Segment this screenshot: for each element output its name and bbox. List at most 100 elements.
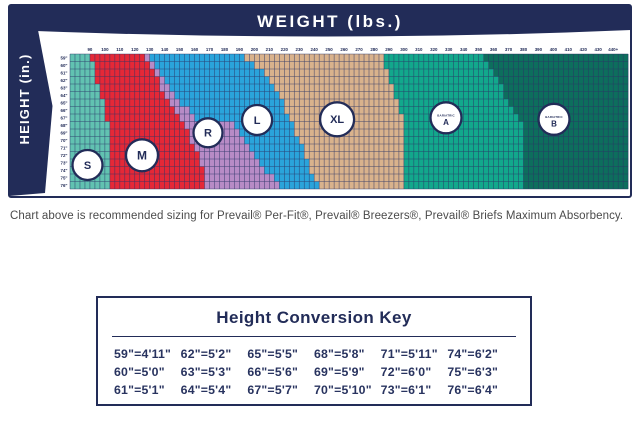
svg-text:64": 64" [61, 93, 68, 98]
height-tick-labels: 59" 60" 61" 62" 63" 64" 65" 66" 67" 68" 69" 70" 71" 7… [61, 55, 68, 187]
conversion-value: 71"=5'11" [380, 347, 438, 361]
svg-text:200: 200 [251, 47, 259, 52]
svg-text:73": 73" [61, 160, 68, 165]
conversion-column-2: 62"=5'2" 63"=5'3" 64"=5'4" [181, 346, 248, 398]
weight-axis-label: WEIGHT (lbs.) [257, 12, 403, 31]
conversion-value: 59"=4'11" [114, 347, 172, 361]
conversion-value: 75"=6'3" [447, 365, 499, 379]
svg-text:320: 320 [430, 47, 438, 52]
region-cell-M [99, 91, 165, 99]
svg-text:72": 72" [61, 153, 68, 158]
region-cell-L [164, 76, 270, 84]
svg-text:220: 220 [281, 47, 289, 52]
conversion-column-5: 71"=5'11" 72"=6'0" 73"=6'1" [381, 346, 448, 398]
region-cell-L [189, 106, 285, 114]
region-cell-B [493, 69, 629, 77]
svg-text:370: 370 [505, 47, 513, 52]
svg-text:310: 310 [415, 47, 423, 52]
conversion-value: 72"=6'0" [380, 365, 432, 379]
region-cell-L [169, 84, 275, 92]
region-cell-B [523, 121, 629, 129]
region-cell-L [159, 69, 265, 77]
region-cell-R [154, 69, 160, 77]
region-cell-B [513, 106, 629, 114]
svg-text:360: 360 [490, 47, 498, 52]
region-cell-XL [309, 166, 404, 174]
region-cell-R [179, 114, 195, 122]
svg-text:160: 160 [191, 47, 199, 52]
svg-text:170: 170 [206, 47, 214, 52]
region-cell-S [70, 106, 105, 114]
region-cell-XL [299, 136, 404, 144]
size-badge-M: M [124, 138, 160, 173]
svg-text:280: 280 [370, 47, 378, 52]
svg-text:140: 140 [161, 47, 169, 52]
conversion-value: 69"=5'9" [313, 365, 365, 379]
svg-text:B: B [551, 119, 557, 128]
region-cell-A [383, 61, 489, 69]
region-cell-L [244, 136, 300, 144]
conversion-value: 65"=5'5" [247, 347, 299, 361]
svg-text:62": 62" [61, 78, 68, 83]
svg-text:L: L [254, 115, 261, 127]
height-conversion-key: Height Conversion Key 59"=4'11" 60"=5'0" 6… [96, 296, 532, 406]
weight-axis-banner [9, 5, 631, 37]
svg-text:210: 210 [266, 47, 274, 52]
svg-text:90: 90 [87, 47, 92, 52]
svg-text:250: 250 [325, 47, 333, 52]
region-cell-B [523, 166, 629, 174]
conversion-value: 67"=5'7" [247, 383, 299, 397]
weight-tick-labels: 90 100 110 120 130 140 150 160 170 180 190 200 210 22… [87, 47, 618, 52]
svg-text:S: S [84, 160, 91, 172]
svg-text:59": 59" [61, 55, 68, 60]
conversion-value: 62"=5'2" [180, 347, 232, 361]
svg-text:66": 66" [61, 108, 68, 113]
svg-text:150: 150 [176, 47, 184, 52]
conversion-value: 60"=5'0" [114, 365, 165, 379]
region-cell-XL [319, 181, 404, 189]
svg-text:69": 69" [61, 130, 68, 135]
svg-text:60": 60" [61, 63, 68, 68]
svg-text:410: 410 [565, 47, 573, 52]
svg-text:330: 330 [445, 47, 453, 52]
region-cell-M [89, 54, 145, 62]
svg-text:M: M [137, 149, 147, 163]
svg-text:270: 270 [355, 47, 363, 52]
conversion-columns: 59"=4'11" 60"=5'0" 61"=5'1" 62"=5'2" 63"=5'3… [98, 346, 530, 398]
svg-text:BARIATRIC: BARIATRIC [437, 113, 455, 117]
conversion-column-1: 59"=4'11" 60"=5'0" 61"=5'1" [114, 346, 181, 398]
region-cell-M [109, 166, 205, 174]
region-cell-M [109, 121, 185, 129]
region-cell-A [388, 69, 494, 77]
region-cell-R [174, 106, 190, 114]
svg-text:68": 68" [61, 123, 68, 128]
region-cell-R [159, 76, 165, 84]
svg-text:74": 74" [61, 168, 68, 173]
region-cell-M [109, 174, 205, 182]
region-cell-B [523, 144, 629, 152]
region-cell-XL [264, 69, 389, 77]
svg-text:420: 420 [580, 47, 588, 52]
svg-text:290: 290 [385, 47, 393, 52]
svg-text:440+: 440+ [608, 47, 618, 52]
conversion-value: 73"=6'1" [380, 383, 432, 397]
svg-text:180: 180 [221, 47, 229, 52]
conversion-value: 61"=5'1" [114, 383, 165, 397]
svg-text:BARIATRIC: BARIATRIC [545, 115, 563, 119]
svg-text:350: 350 [475, 47, 483, 52]
conversion-value: 68"=5'8" [313, 347, 365, 361]
svg-text:130: 130 [146, 47, 154, 52]
conversion-column-4: 68"=5'8" 69"=5'9" 70"=5'10" [314, 346, 381, 398]
svg-text:120: 120 [131, 47, 139, 52]
size-badge-L: L [240, 103, 274, 137]
region-cell-B [503, 91, 629, 99]
svg-text:63": 63" [61, 85, 68, 90]
size-badge-R: R [192, 117, 224, 149]
region-cell-XL [279, 91, 394, 99]
svg-text:390: 390 [535, 47, 543, 52]
region-cell-B [523, 159, 629, 167]
height-axis-label: HEIGHT (in.) [17, 54, 32, 145]
region-cell-M [104, 99, 170, 107]
conversion-value: 66"=5'6" [247, 365, 299, 379]
